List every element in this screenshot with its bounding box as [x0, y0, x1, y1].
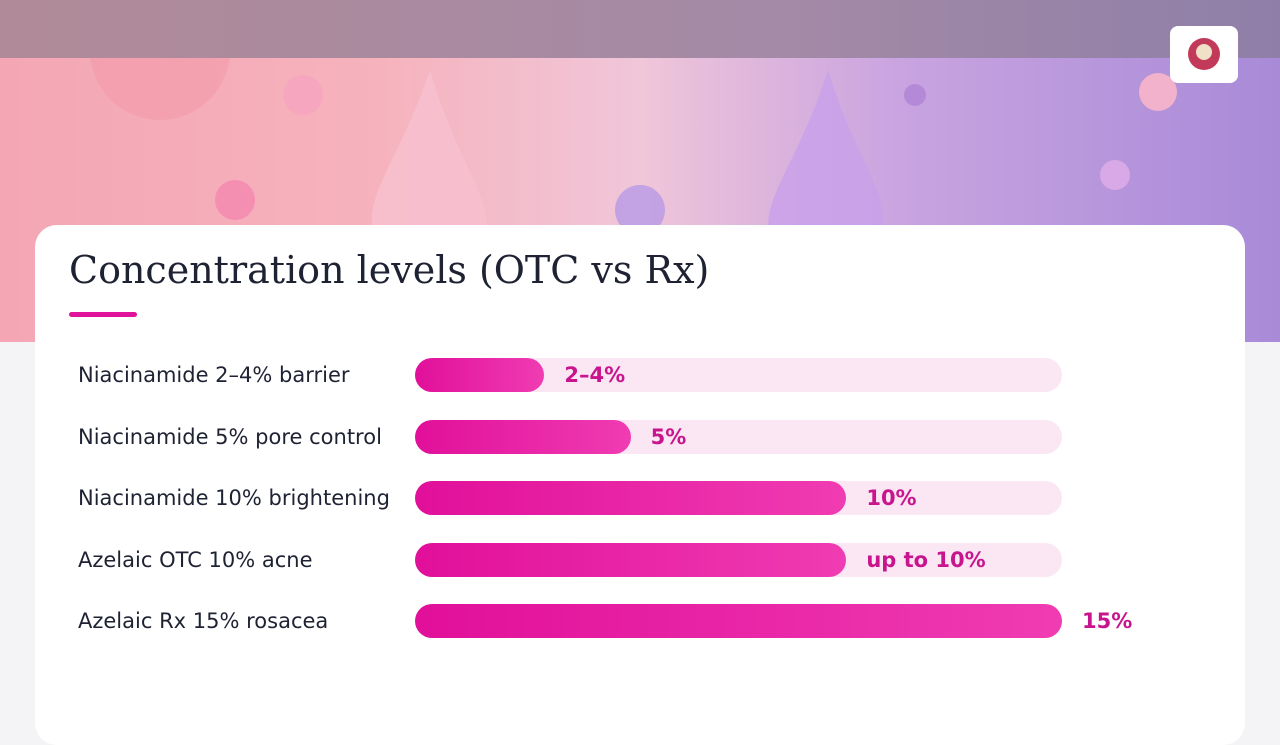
category-label: Niacinamide 5% pore control [78, 425, 382, 449]
category-label: Niacinamide 10% brightening [78, 486, 390, 510]
value-label: up to 10% [866, 548, 986, 572]
category-label: Niacinamide 2–4% barrier [78, 363, 350, 387]
title-underline [69, 312, 137, 317]
category-label: Azelaic OTC 10% acne [78, 548, 313, 572]
logo[interactable] [1170, 26, 1238, 83]
bar [415, 358, 545, 392]
value-label: 10% [866, 486, 917, 510]
logo-icon [1188, 38, 1220, 70]
chart-title: Concentration levels (OTC vs Rx) [69, 248, 710, 292]
value-label: 5% [650, 425, 687, 449]
value-label: 2–4% [564, 363, 626, 387]
hero-art [90, 0, 1177, 235]
bar [415, 420, 631, 454]
bar [415, 543, 847, 577]
top-bar [0, 0, 1280, 58]
bar [415, 481, 847, 515]
bar [415, 604, 1062, 638]
value-label: 15% [1082, 609, 1133, 633]
category-label: Azelaic Rx 15% rosacea [78, 609, 329, 633]
